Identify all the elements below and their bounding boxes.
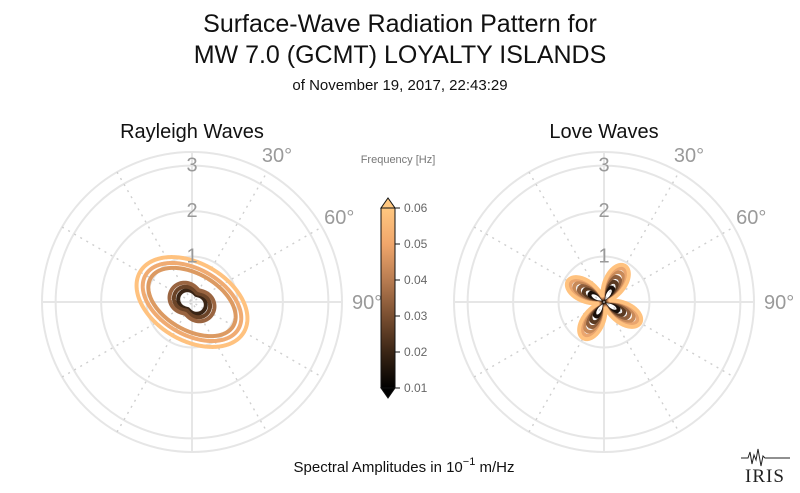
- love-r-tick-label: 1: [598, 246, 609, 268]
- colorbar-title: Frequency [Hz]: [361, 154, 436, 166]
- iris-logo-text: IRIS: [745, 466, 785, 487]
- frequency-colorbar: Frequency [Hz] 0.01 0.02 0.03 0.04 0.05 0.06: [361, 154, 436, 399]
- love-r-tick-label: 2: [598, 200, 609, 222]
- figure-subtitle: of November 19, 2017, 22:43:29: [292, 77, 507, 94]
- love-angle-tick-label: 30°: [674, 145, 704, 167]
- iris-logo: IRIS: [741, 448, 790, 487]
- rayleigh-r-tick-label: 2: [186, 200, 197, 222]
- love-angle-tick-label: 60°: [736, 207, 766, 229]
- love-grid-spoke: [528, 171, 680, 433]
- colorbar-tick-label: 0.03: [404, 309, 428, 323]
- footer-units-label: Spectral Amplitudes in 10−1 m/Hz: [294, 456, 515, 476]
- rayleigh-r-tick-label: 1: [186, 246, 197, 268]
- rayleigh-series-0.05: [140, 260, 244, 344]
- colorbar-gradient: [380, 207, 396, 389]
- figure-title-line1: Surface-Wave Radiation Pattern for: [203, 10, 597, 38]
- colorbar-tick-label: 0.02: [404, 345, 428, 359]
- rayleigh-series-0.02: [171, 284, 213, 320]
- rayleigh-grid-spoke: [116, 171, 268, 433]
- rayleigh-series-0.01: [176, 288, 208, 316]
- rayleigh-angle-tick-label: 90°: [352, 292, 382, 314]
- love-series-0.06: [564, 262, 644, 342]
- love-angle-tick-label: 90°: [764, 292, 794, 314]
- love-panel-title: Love Waves: [549, 121, 658, 143]
- colorbar-extend-max: [380, 197, 396, 209]
- rayleigh-angle-tick-label: 60°: [324, 207, 354, 229]
- colorbar-tick-label: 0.01: [404, 381, 428, 395]
- seismogram-trace-icon: [741, 448, 790, 467]
- colorbar-tick-label: 0.04: [404, 273, 428, 287]
- rayleigh-series-0.03: [167, 280, 217, 324]
- figure-title-line2: MW 7.0 (GCMT) LOYALTY ISLANDS: [194, 41, 607, 69]
- rayleigh-series-0.04: [146, 265, 238, 339]
- rayleigh-grid-spoke: [61, 226, 323, 378]
- rayleigh-grid-spoke: [116, 171, 268, 433]
- love-grid-spoke: [473, 226, 735, 378]
- love-polar-plot: 1 2 3 30° 60° 90°: [453, 145, 794, 453]
- colorbar-extend-min: [380, 387, 396, 399]
- love-grid-spoke: [473, 226, 735, 378]
- love-r-tick-label: 3: [598, 155, 609, 177]
- rayleigh-r-tick-label: 3: [186, 155, 197, 177]
- rayleigh-angle-tick-label: 30°: [262, 145, 292, 167]
- rayleigh-grid-spoke: [61, 226, 323, 378]
- love-grid-spoke: [528, 171, 680, 433]
- colorbar-tick-label: 0.05: [404, 237, 428, 251]
- rayleigh-panel-title: Rayleigh Waves: [120, 121, 264, 143]
- rayleigh-series-0.06: [134, 255, 250, 349]
- colorbar-tick-label: 0.06: [404, 201, 428, 215]
- rayleigh-polar-plot: 1 2 3 30° 60° 90°: [41, 145, 382, 453]
